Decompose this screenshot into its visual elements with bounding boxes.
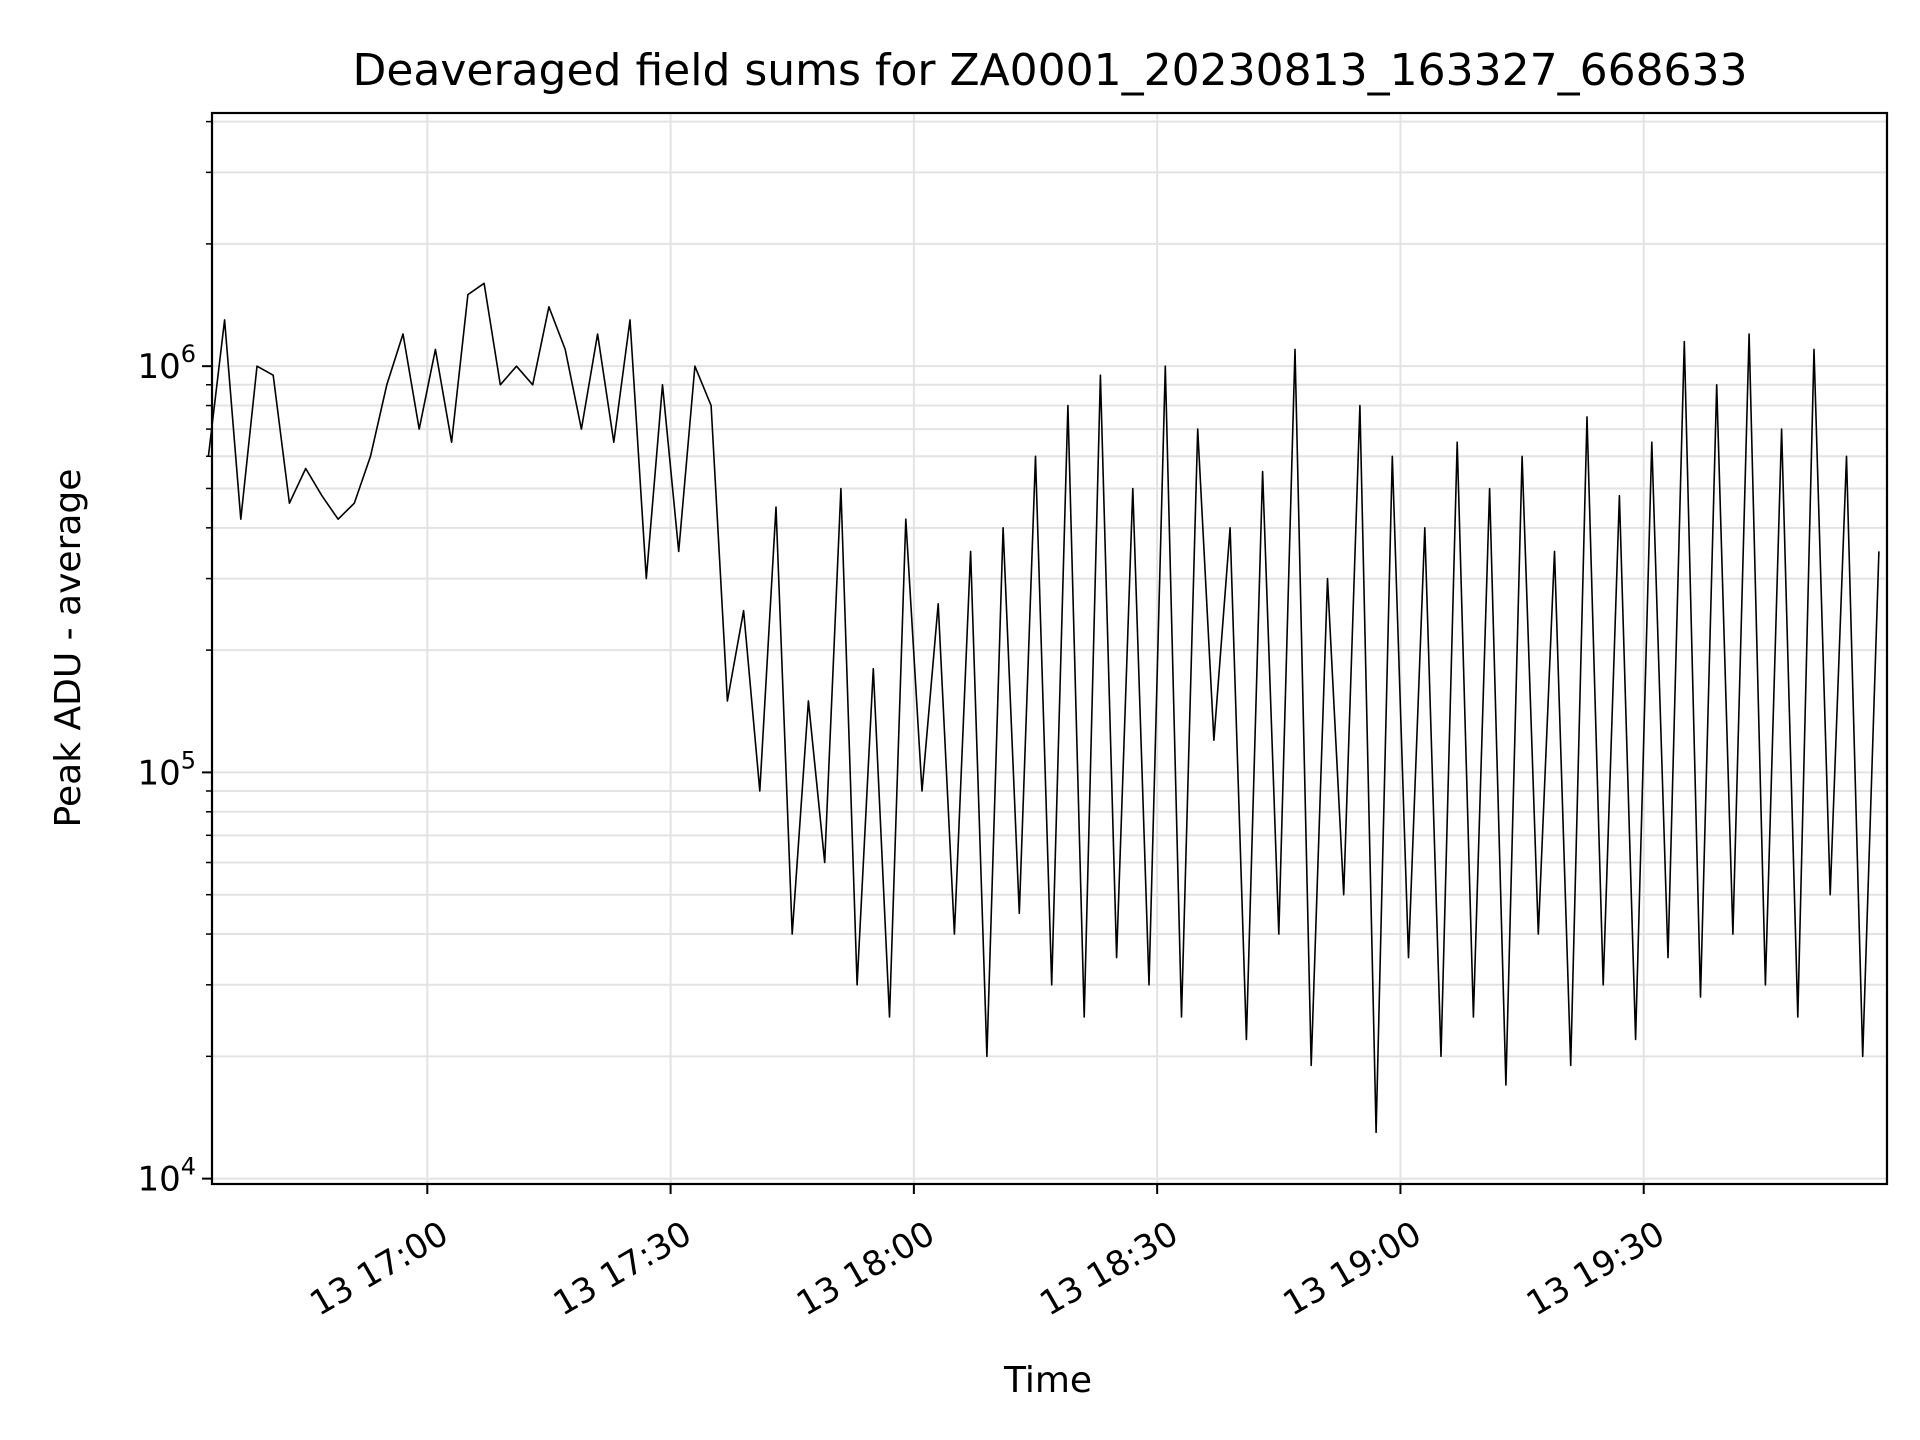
series-line <box>207 282 1880 1134</box>
x-tick-label: 13 17:30 <box>547 1214 699 1325</box>
y-tick-label: 106 <box>137 340 196 387</box>
plot-frame <box>210 111 1889 1186</box>
chart-title: Deaveraged field sums for ZA0001_2023081… <box>352 45 1747 96</box>
y-axis-label: Peak ADU - average <box>48 469 89 828</box>
x-tick-label: 13 17:00 <box>303 1214 455 1325</box>
x-tick-label: 13 19:30 <box>1520 1214 1672 1325</box>
y-tick-label: 104 <box>137 1153 196 1200</box>
x-tick-label: 13 19:00 <box>1277 1214 1429 1325</box>
series-layer <box>207 282 1880 1134</box>
x-axis-label: Time <box>1003 1360 1092 1401</box>
x-axis: 13 17:00 13 17:30 13 18:00 13 18:30 13 19:00… <box>303 1184 1672 1325</box>
y-tick-label: 105 <box>137 746 196 793</box>
x-tick-label: 13 18:30 <box>1033 1214 1185 1325</box>
x-tick-label: 13 18:00 <box>790 1214 942 1325</box>
y-axis: 104 105 106 <box>137 120 212 1200</box>
